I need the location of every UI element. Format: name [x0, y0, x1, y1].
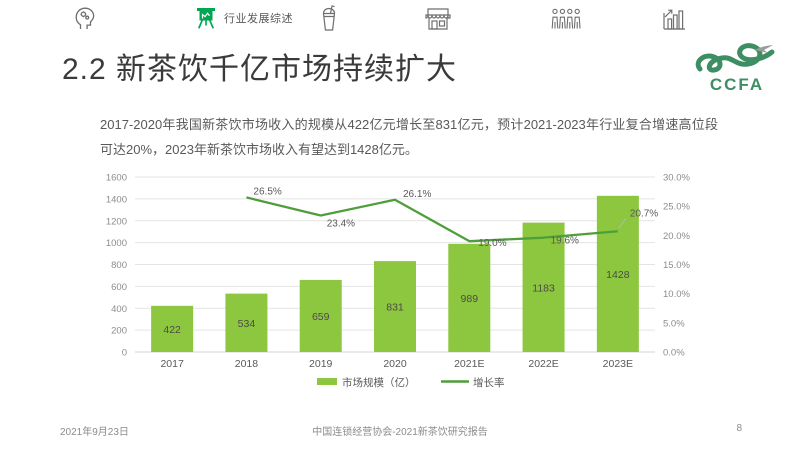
drink-cup-icon	[320, 4, 338, 32]
footer-date: 2021年9月23日	[60, 427, 129, 438]
ccfa-logo-swirl	[695, 43, 775, 73]
legend-bar-swatch	[317, 378, 337, 385]
footer-page-number: 8	[736, 423, 742, 434]
bar-2020	[374, 261, 416, 352]
ccfa-logo-bird-icon	[755, 45, 773, 53]
bar-2019	[299, 279, 342, 352]
x-axis-label: 2019	[309, 358, 333, 370]
left-axis-tick: 800	[111, 260, 127, 271]
left-axis-tick: 0	[122, 348, 127, 359]
summary-text: 2017-2020年我国新茶饮市场收入的规模从422亿元增长至831亿元，预计2…	[100, 117, 718, 158]
bar-value-label: 659	[312, 311, 330, 323]
bar-value-label: 422	[163, 324, 181, 336]
market-size-growth-chart: 0 200 400 600 800 1000 1200 1400 1600 0.0% 5.0% 10.…	[95, 170, 710, 400]
right-axis-tick: 10.0%	[663, 289, 690, 300]
left-axis-tick: 1400	[106, 194, 127, 205]
nav-item-store[interactable]	[424, 7, 452, 30]
left-axis-tick: 1600	[106, 173, 127, 184]
left-axis-tick: 400	[111, 304, 127, 315]
bar-value-label: 1428	[606, 269, 630, 281]
ccfa-logo-text: CCFA	[709, 75, 765, 94]
storefront-icon	[424, 7, 452, 30]
growth-value-label: 26.1%	[403, 189, 431, 200]
nav-item-label: 行业发展综述	[224, 13, 293, 25]
bar-chart-growth-icon	[662, 7, 687, 30]
x-axis-label: 2018	[235, 358, 259, 370]
nav-item-drink[interactable]	[320, 4, 338, 32]
right-axis-tick: 30.0%	[663, 173, 690, 184]
growth-value-label: 19.6%	[551, 236, 579, 247]
bar-2023E	[596, 195, 639, 352]
right-axis-tick: 15.0%	[663, 260, 690, 271]
legend-bar-label: 市场规模（亿）	[342, 376, 416, 389]
ccfa-logo: CCFA	[692, 36, 782, 98]
nav-item-mind[interactable]	[72, 4, 98, 31]
x-axis-label: 2021E	[454, 358, 484, 370]
people-group-icon	[551, 8, 581, 29]
left-axis-tick: 1200	[106, 216, 127, 227]
left-axis-tick: 600	[111, 282, 127, 293]
growth-value-label: 20.7%	[630, 208, 658, 219]
bar-value-label: 534	[238, 318, 256, 330]
left-axis-tick: 1000	[106, 238, 127, 249]
nav-item-people[interactable]	[551, 8, 581, 29]
growth-line	[246, 196, 618, 243]
legend-line-label: 增长率	[473, 376, 505, 389]
right-axis-tick: 20.0%	[663, 231, 690, 242]
label-leader-line	[618, 217, 627, 229]
left-axis-tick: 200	[111, 326, 127, 337]
bar-value-label: 831	[386, 302, 404, 314]
growth-value-label: 26.5%	[253, 186, 281, 197]
right-axis-tick: 0.0%	[663, 348, 685, 359]
x-axis-label: 2023E	[603, 358, 633, 370]
growth-value-label: 19.0%	[478, 238, 506, 249]
bar-value-label: 1183	[532, 282, 555, 294]
bar-value-label: 989	[461, 293, 479, 305]
x-axis-label: 2020	[383, 358, 407, 370]
bar-2022E	[522, 222, 565, 352]
x-axis-label: 2017	[160, 358, 184, 370]
x-axis-label: 2022E	[528, 358, 558, 370]
presentation-board-icon	[194, 6, 218, 30]
footer-report-title: 中国连锁经营协会-2021新茶饮研究报告	[312, 427, 488, 438]
bar-2017	[151, 305, 194, 352]
right-axis-tick: 25.0%	[663, 202, 690, 213]
bar-2018	[225, 293, 268, 352]
growth-value-label: 23.4%	[327, 219, 355, 230]
nav-item-industry-overview[interactable]: 行业发展综述	[194, 6, 293, 30]
bar-2021E	[448, 243, 491, 352]
nav-item-growth-chart[interactable]	[662, 7, 687, 30]
right-axis-tick: 5.0%	[663, 318, 685, 329]
mind-gear-icon	[72, 4, 98, 31]
page-title: 2.2 新茶饮千亿市场持续扩大	[62, 53, 458, 86]
